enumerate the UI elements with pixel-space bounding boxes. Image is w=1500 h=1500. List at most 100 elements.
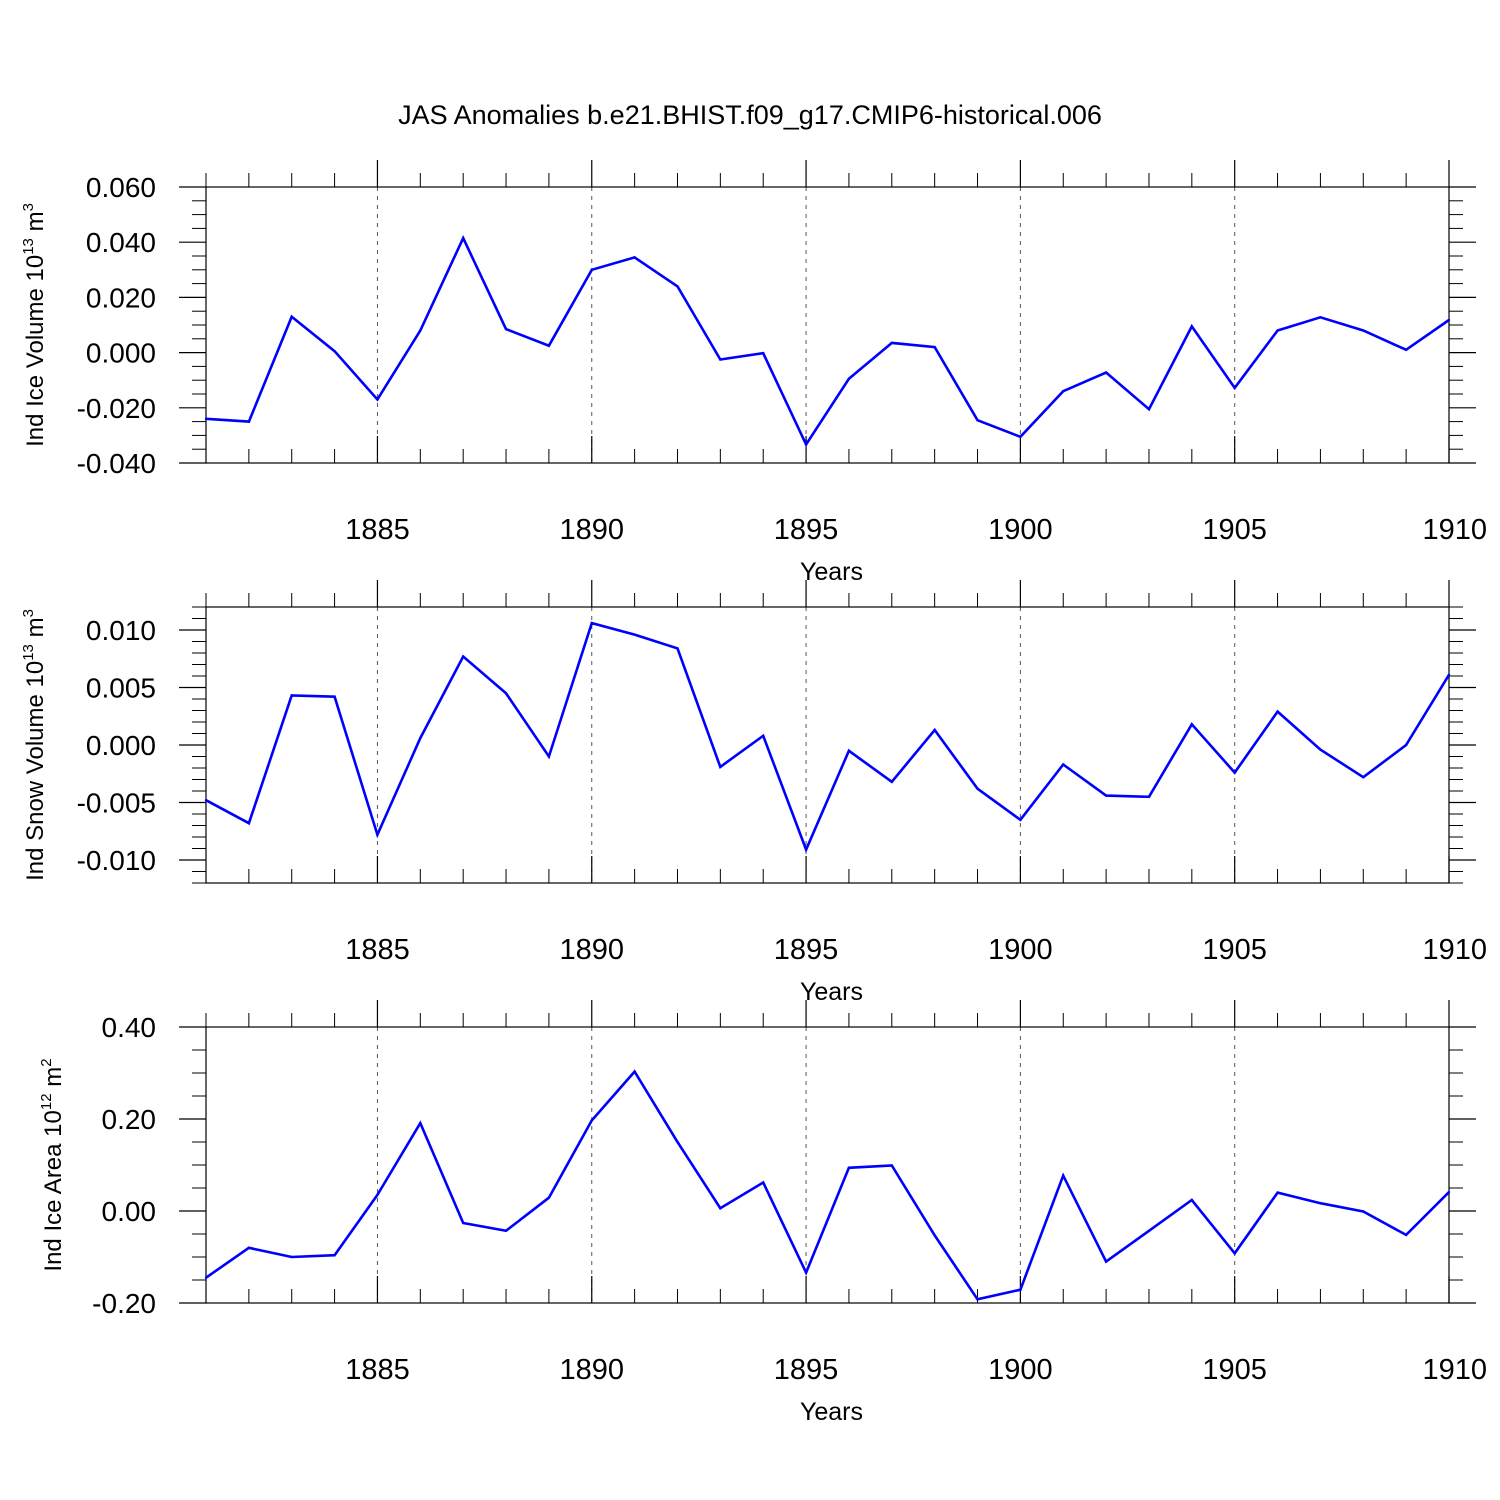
y-tick-label: 0.40 — [102, 1012, 157, 1043]
x-tick-label: 1900 — [988, 934, 1053, 966]
data-point — [847, 377, 851, 381]
data-point — [976, 1298, 979, 1301]
x-tick-label: 1905 — [1202, 934, 1267, 966]
y-tick-label: -0.20 — [92, 1288, 156, 1319]
data-point — [333, 695, 336, 698]
y-axis-label: Ind Ice Area 1012 m2 — [38, 1058, 67, 1271]
data-point — [1190, 325, 1194, 328]
data-point — [890, 341, 893, 345]
data-point — [333, 350, 336, 353]
y-tick-label: 0.00 — [102, 1196, 157, 1227]
data-point — [547, 1196, 551, 1199]
data-point — [1233, 1252, 1236, 1255]
data-point — [1019, 818, 1022, 821]
data-point — [504, 692, 508, 695]
data-point — [804, 443, 808, 446]
x-tick-label: 1895 — [774, 934, 839, 966]
y-tick-label: 0.020 — [86, 282, 156, 313]
data-point — [1147, 1229, 1151, 1232]
data-point — [1147, 407, 1151, 411]
x-tick-label: 1900 — [988, 1354, 1053, 1386]
data-point — [1104, 1260, 1108, 1263]
data-point — [1233, 386, 1236, 390]
data-point — [590, 268, 593, 271]
data-point — [976, 419, 979, 422]
plot-frame — [205, 1026, 1450, 1304]
panel-ice-area: -0.20 0.00 0.20 0.40 1885 1890 1895 1900 1905 191… — [38, 1000, 1487, 1426]
data-point — [976, 787, 979, 790]
data-point — [247, 420, 251, 423]
data-point — [719, 358, 722, 361]
data-point — [547, 344, 551, 347]
data-point — [376, 833, 379, 836]
series-line — [205, 235, 1450, 448]
data-point — [247, 1246, 251, 1250]
x-tick-label: 1885 — [345, 934, 410, 966]
data-point — [1404, 1233, 1408, 1237]
x-tick-label: 1905 — [1202, 1354, 1267, 1386]
data-point — [547, 755, 551, 758]
data-point — [419, 329, 422, 332]
data-point — [376, 1193, 379, 1197]
data-point — [1319, 316, 1322, 319]
plot-frame — [205, 606, 1450, 884]
panel-ice-volume: -0.040 -0.020 0.000 0.020 0.040 0.060 1885 1890… — [20, 160, 1487, 586]
x-tick-label: 1890 — [560, 514, 625, 546]
x-tick-label: 1890 — [560, 934, 625, 966]
data-point — [676, 285, 679, 288]
data-point — [1104, 794, 1108, 797]
data-point — [633, 633, 636, 636]
x-tick-label: 1900 — [988, 514, 1053, 546]
data-point — [890, 780, 893, 783]
y-tick-label: 0.000 — [86, 338, 156, 369]
data-point — [1319, 748, 1322, 751]
data-point — [1062, 763, 1065, 766]
data-point — [504, 1229, 508, 1232]
data-point — [504, 327, 508, 331]
y-tick-label: -0.010 — [77, 845, 156, 876]
x-axis-label: Years — [800, 558, 863, 586]
x-axis-label: Years — [800, 978, 863, 1006]
data-point — [590, 1119, 593, 1122]
data-point — [676, 647, 679, 650]
data-point — [1319, 1201, 1322, 1205]
data-point — [933, 728, 936, 732]
data-point — [762, 734, 765, 737]
data-point — [1447, 673, 1451, 677]
x-tick-label: 1910 — [1422, 934, 1487, 966]
x-tick-label: 1905 — [1202, 514, 1267, 546]
y-axis-label: Ind Snow Volume 1013 m3 — [20, 609, 49, 881]
data-point — [1276, 710, 1279, 713]
y-tick-label: 0.20 — [102, 1104, 157, 1135]
data-point — [1362, 776, 1365, 779]
data-point — [719, 765, 722, 769]
x-tick-label: 1895 — [774, 514, 839, 546]
data-point — [762, 1181, 765, 1184]
data-point — [1104, 371, 1108, 374]
data-point — [762, 351, 765, 355]
y-tick-label: 0.060 — [86, 172, 156, 203]
y-tick-label: 0.005 — [86, 673, 156, 704]
x-tick-label: 1895 — [774, 1354, 839, 1386]
data-point — [719, 1207, 722, 1210]
data-point — [590, 621, 593, 625]
data-point — [676, 1140, 679, 1144]
series-line — [205, 621, 1451, 854]
x-tick-label: 1890 — [560, 1354, 625, 1386]
data-point — [1404, 743, 1408, 747]
x-tick-label: 1885 — [345, 1354, 410, 1386]
x-tick-label: 1885 — [345, 514, 410, 546]
data-point — [804, 1271, 808, 1274]
data-point — [804, 848, 808, 851]
y-tick-label: -0.020 — [77, 393, 156, 424]
data-point — [933, 345, 936, 349]
data-point — [1447, 318, 1451, 322]
data-point — [633, 1070, 636, 1073]
data-point — [1362, 1210, 1365, 1213]
data-point — [1233, 771, 1236, 774]
data-point — [376, 398, 379, 401]
data-point — [1190, 1198, 1194, 1202]
data-point — [333, 1253, 336, 1257]
series-line — [205, 1069, 1450, 1301]
x-axis-label: Years — [800, 1398, 863, 1426]
